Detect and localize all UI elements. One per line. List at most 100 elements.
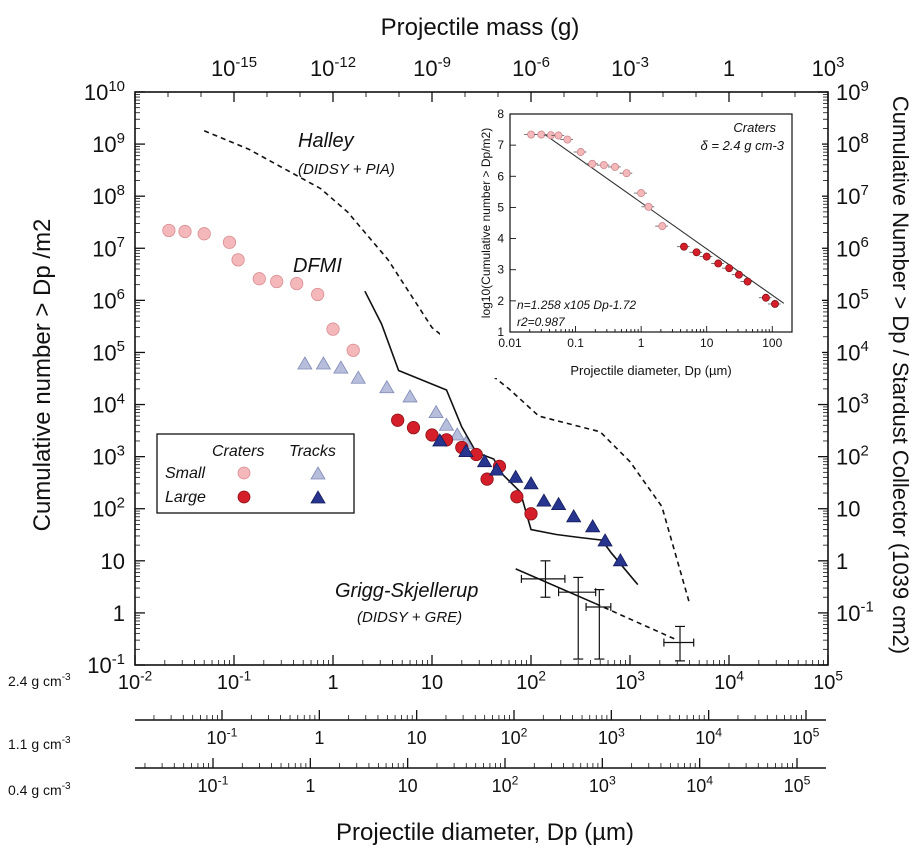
large-crater-point (391, 413, 405, 427)
inset-x-tick-label: 0.01 (498, 336, 522, 350)
density-tick-label: 102 (501, 725, 528, 748)
y-tick-label: 1010 (84, 78, 125, 105)
inset-large-crater-point (689, 248, 703, 257)
inset-y-tick-label: 7 (497, 138, 504, 152)
inset-large-crater-point (699, 252, 713, 261)
large-track-point (536, 493, 552, 507)
annotation-halley-sub: (DIDSY + PIA) (298, 161, 395, 178)
inset-title: Craters (733, 120, 776, 135)
small-crater-point (270, 274, 284, 289)
density-axes: 2.4 g cm-3 1.1 g cm-3 10-1 1 10 102 103 104 105 0… (8, 672, 826, 798)
y-tick-label: 107 (92, 234, 125, 261)
inset-large-crater-point (711, 259, 724, 268)
inset-small-crater-point (655, 222, 668, 231)
density-label-2-4: 2.4 g cm-3 (8, 672, 71, 689)
large-track-point (507, 469, 524, 483)
large-track-point (488, 462, 505, 476)
density-tick-label: 105 (784, 773, 811, 796)
annotation-dfmi: DFMI (293, 255, 342, 277)
small-crater-point (311, 287, 325, 302)
small-crater-point (346, 343, 360, 357)
data-points (162, 223, 629, 567)
legend-small-crater-marker (237, 466, 251, 480)
inset-small-crater-point (560, 135, 574, 144)
legend-large-track-marker (310, 490, 326, 504)
top-tick-label: 10-15 (211, 54, 257, 81)
top-tick-label: 10-6 (512, 54, 550, 81)
inset-r-squared: r2=0.987 (517, 315, 566, 329)
large-track-point (550, 496, 567, 511)
inset-small-crater-point (596, 161, 610, 170)
inset-large-crater-point (740, 277, 754, 286)
top-tick-label: 1 (723, 56, 735, 81)
small-track-point (297, 356, 313, 370)
small-crater-point (231, 253, 245, 267)
plot-frame (134, 91, 829, 666)
density-tick-label: 102 (492, 773, 519, 796)
line-grigg-skjellerup (515, 568, 597, 605)
small-track-point (315, 356, 332, 370)
inset-large-crater-point (767, 300, 781, 308)
y-tick-label: 10 (101, 549, 125, 574)
density-label: 1.1 g cm-3 (8, 735, 71, 752)
density-tick-label: 10 (398, 776, 418, 796)
large-track-point (566, 509, 582, 523)
inset-small-crater-point (641, 202, 655, 211)
y-tick-label: 102 (92, 494, 125, 521)
inset-ticks: 0.01 0.1 1 10 100 1 2 3 4 5 6 7 8 (497, 107, 793, 350)
inset-large-crater-point (758, 293, 772, 302)
inset-small-crater-point (619, 169, 633, 178)
y-right-tick-label: 108 (836, 130, 869, 157)
inset-frame (509, 113, 793, 333)
legend-small: Small (165, 465, 205, 482)
inset-y-tick-label: 6 (497, 169, 504, 183)
inset-density: δ = 2.4 g cm-3 (701, 138, 785, 153)
density-tick-label: 10-1 (207, 725, 238, 748)
small-track-point (438, 417, 455, 431)
inset-large-crater-point (731, 270, 745, 279)
legend-small-track-marker (310, 466, 326, 480)
small-track-point (402, 389, 418, 403)
small-crater-point (326, 322, 340, 336)
legend-craters: Craters (212, 443, 264, 460)
large-crater-point (425, 428, 439, 442)
inset-y-title: log10(Cumulative number > Dp/m2) (479, 128, 493, 318)
y-tick-label: 106 (92, 286, 125, 313)
large-track-point (597, 533, 613, 547)
small-track-point (428, 404, 444, 419)
large-crater-point (510, 490, 524, 504)
legend: Craters Tracks Small Large (156, 433, 355, 514)
x-axis-title: Projectile diameter, Dp (µm) (336, 819, 634, 846)
y-axis-title: Cumulative number > Dp /m2 (29, 219, 56, 532)
y-tick-label: 1 (113, 601, 125, 626)
density-tick-label: 105 (793, 725, 820, 748)
density-tick-label: 10 (407, 728, 427, 748)
density-tick-label: 103 (589, 773, 616, 796)
x-tick-label: 102 (516, 669, 546, 694)
inset-y-tick-label: 4 (497, 232, 504, 246)
inset-chart: 0.01 0.1 1 10 100 1 2 3 4 5 6 7 8 Craters δ = 2.4 g … (440, 102, 822, 378)
y-right-tick-label: 104 (836, 338, 869, 365)
x-tick-label: 10-2 (118, 669, 152, 694)
legend-tracks: Tracks (289, 443, 336, 460)
y-right-tick-label: 109 (836, 78, 869, 105)
density-tick-label: 103 (598, 725, 625, 748)
inset-y-tick-label: 1 (497, 325, 504, 339)
large-crater-point (480, 472, 494, 486)
large-track-point (612, 553, 629, 567)
grigg-errorbar-point (520, 560, 566, 598)
y-tick-label: 108 (92, 182, 125, 209)
y-right-tick-label: 10-1 (836, 599, 874, 626)
large-track-point (523, 476, 539, 490)
x-tick-label: 103 (615, 669, 645, 694)
top-tick-label: 10-12 (310, 54, 356, 81)
inset-small-crater-point (634, 189, 647, 198)
density-tick-label: 10-1 (198, 773, 229, 796)
density-tick-label: 104 (695, 725, 722, 748)
small-track-point (379, 379, 395, 394)
small-track-point (333, 360, 349, 374)
small-crater-point (162, 223, 176, 238)
y-right-tick-label: 107 (836, 182, 869, 209)
large-track-point (432, 433, 448, 447)
